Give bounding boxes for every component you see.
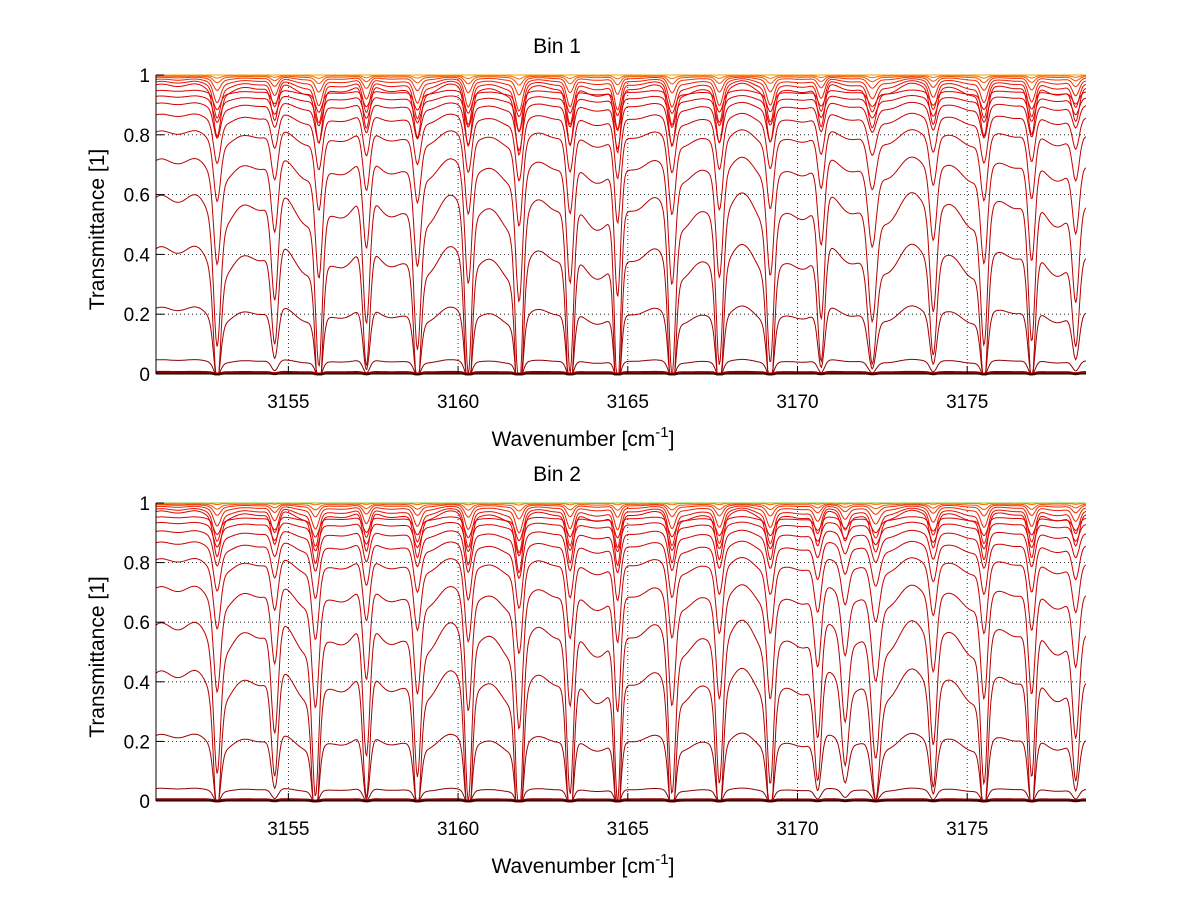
series-line-16	[156, 75, 1086, 86]
chart-panel-2: 3155 3160 3165 3170 3175 0 0.2 0.4 0.6 0.8 1 Bin 2 W…	[86, 463, 1086, 878]
series-line-7	[156, 129, 1086, 227]
x-axis-label: Wavenumber [cm-1]	[492, 851, 675, 878]
x-tick-label: 3155	[267, 392, 309, 413]
x-tick-label: 3170	[776, 819, 818, 840]
y-tick-label: 1	[139, 66, 150, 87]
chart-panel-1: 3155 3160 3165 3170 3175 0 0.2 0.4 0.6 0.8 1 Bin 1 W…	[86, 35, 1086, 451]
series-line-13	[156, 80, 1086, 132]
series-line-15	[156, 504, 1086, 520]
chart-title: Bin 1	[533, 35, 581, 58]
y-tick-label: 0.2	[124, 732, 150, 753]
y-tick-label: 0.6	[124, 613, 150, 634]
y-tick-label: 0.4	[124, 245, 151, 266]
series-line-14	[156, 505, 1086, 534]
chart-title: Bin 2	[533, 463, 581, 486]
y-tick-label: 0.6	[124, 186, 150, 207]
x-tick-label: 3175	[946, 392, 988, 413]
y-tick-label: 0	[139, 792, 150, 813]
series-line-9	[156, 529, 1086, 579]
series-line-6	[156, 584, 1086, 730]
y-tick-label: 1	[139, 494, 150, 515]
x-tick-label: 3165	[607, 392, 649, 413]
y-tick-label: 0	[139, 365, 150, 386]
x-tick-label: 3170	[776, 392, 818, 413]
series-line-5	[156, 192, 1086, 376]
series-line-8	[156, 540, 1086, 610]
series-line-12	[156, 509, 1086, 574]
y-axis-label: Transmittance [1]	[86, 576, 109, 737]
series-line-2	[156, 358, 1086, 375]
y-axis-label: Transmittance [1]	[86, 149, 109, 310]
x-tick-label: 3175	[946, 819, 988, 840]
y-tick-label: 0.4	[124, 673, 151, 694]
series-line-14	[156, 78, 1086, 112]
series-line-4	[156, 243, 1086, 375]
series-line-17	[156, 74, 1086, 80]
series-line-5	[156, 619, 1086, 802]
series-line-17	[156, 502, 1086, 506]
series-line-16	[156, 503, 1086, 512]
series-line-8	[156, 112, 1086, 182]
series-line-6	[156, 156, 1086, 303]
series-line-12	[156, 82, 1086, 156]
series-line-2	[156, 787, 1086, 802]
y-tick-label: 0.8	[124, 554, 150, 575]
series-line-15	[156, 76, 1086, 96]
x-tick-label: 3160	[437, 819, 479, 840]
series-line-13	[156, 507, 1086, 554]
series-line-7	[156, 556, 1086, 655]
x-axis-label: Wavenumber [cm-1]	[492, 424, 675, 451]
x-tick-label: 3165	[607, 819, 649, 840]
x-tick-label: 3155	[267, 819, 309, 840]
y-tick-label: 0.8	[124, 126, 150, 147]
x-tick-label: 3160	[437, 392, 479, 413]
series-line-10	[156, 95, 1086, 133]
series-line-4	[156, 667, 1086, 802]
y-tick-label: 0.2	[124, 305, 150, 326]
